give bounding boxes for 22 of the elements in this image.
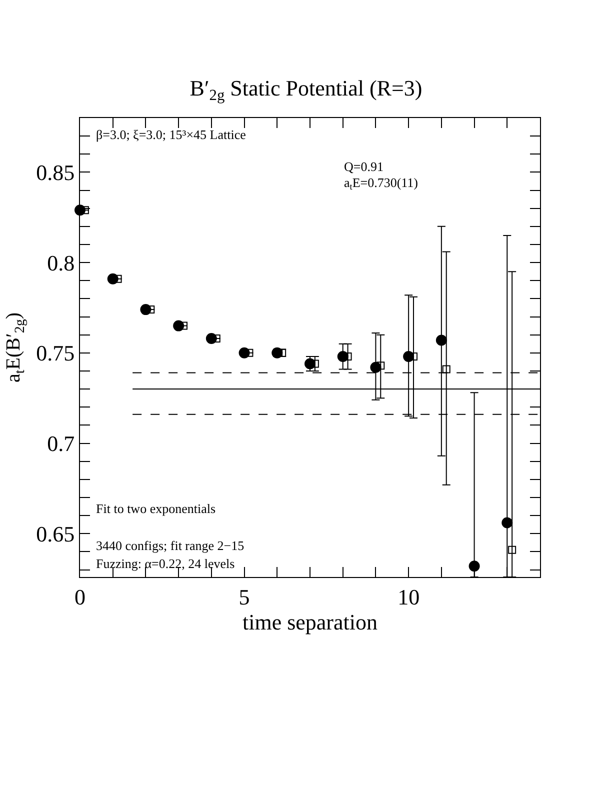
annotation: a$_{t}$E=0.730(11) — [344, 175, 418, 192]
x-tick-label: 0 — [74, 584, 86, 610]
annotation: 3440 configs; fit range 2−15 — [96, 538, 244, 553]
annotation: Fit to two exponentials — [96, 501, 216, 516]
annotation: Fuzzing: α=0.22, 24 levels — [96, 556, 235, 571]
x-axis-title: time separation — [242, 609, 378, 634]
y-tick-label: 0.85 — [36, 160, 75, 185]
point — [508, 546, 516, 554]
point — [468, 560, 480, 572]
x-tick-label: 10 — [398, 584, 420, 610]
x-tick-label: 5 — [238, 584, 250, 610]
point — [442, 365, 450, 374]
point — [502, 517, 513, 528]
annotation: Q=0.91 — [344, 159, 384, 174]
point — [436, 334, 447, 346]
chart-title: B′$_{2g}$ Static Potential (R=3) — [190, 75, 422, 104]
y-tick-label: 0.7 — [47, 430, 75, 456]
y-tick-label: 0.8 — [47, 250, 75, 276]
point — [376, 362, 385, 370]
annotation: β=3.0; ξ=3.0; 15³×45 Lattice — [96, 127, 246, 142]
y-tick-label: 0.65 — [36, 521, 75, 546]
y-tick-label: 0.75 — [36, 340, 75, 366]
